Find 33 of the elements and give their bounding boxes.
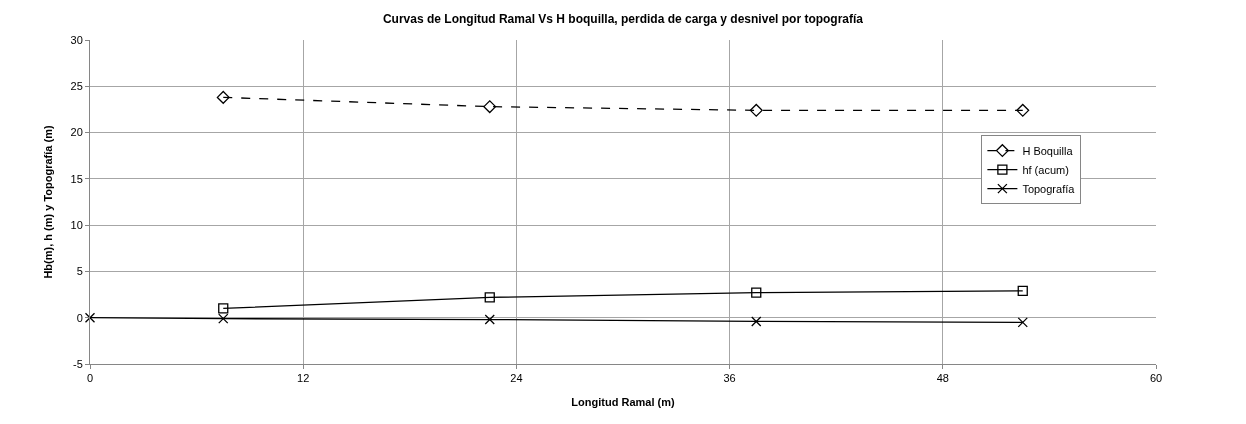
x-tick-label: 12 (297, 372, 310, 385)
legend-label: Topografía (1022, 182, 1076, 195)
y-tick-label: -5 (73, 357, 83, 370)
x-tick-label: 48 (936, 372, 949, 385)
y-tick-label: 30 (70, 33, 83, 46)
point (1016, 103, 1030, 117)
legend-label: H Boquilla (1022, 144, 1074, 157)
point (751, 316, 762, 327)
y-tick-label: 25 (70, 80, 83, 93)
point (484, 292, 495, 303)
y-tick-label: 15 (70, 172, 83, 185)
x-tick-label: 24 (510, 372, 523, 385)
point (216, 90, 230, 104)
y-tick-label: 10 (70, 218, 83, 231)
x-tick-label: 0 (86, 372, 94, 385)
legend-label: hf (acum) (1022, 163, 1069, 176)
point (1017, 285, 1028, 297)
y-axis-title: Hb(m), h (m) y Topografía (m) (42, 125, 55, 279)
point (218, 313, 229, 324)
point (218, 303, 229, 314)
point (483, 100, 497, 114)
point (84, 312, 96, 323)
x-tick-label: 60 (1149, 372, 1163, 385)
point (751, 287, 762, 298)
point (749, 103, 763, 117)
point (484, 314, 495, 325)
y-tick-label: 20 (70, 126, 83, 139)
y-tick-label: 0 (76, 311, 83, 324)
x-axis-title: Longitud Ramal (m) (571, 396, 675, 409)
y-tick-label: 5 (76, 265, 83, 278)
point (1017, 317, 1028, 328)
chart-title: Curvas de Longitud Ramal Vs H boquilla, perdida de carga y desnivel por topografía (382, 12, 864, 27)
x-tick-label: 36 (723, 372, 736, 385)
